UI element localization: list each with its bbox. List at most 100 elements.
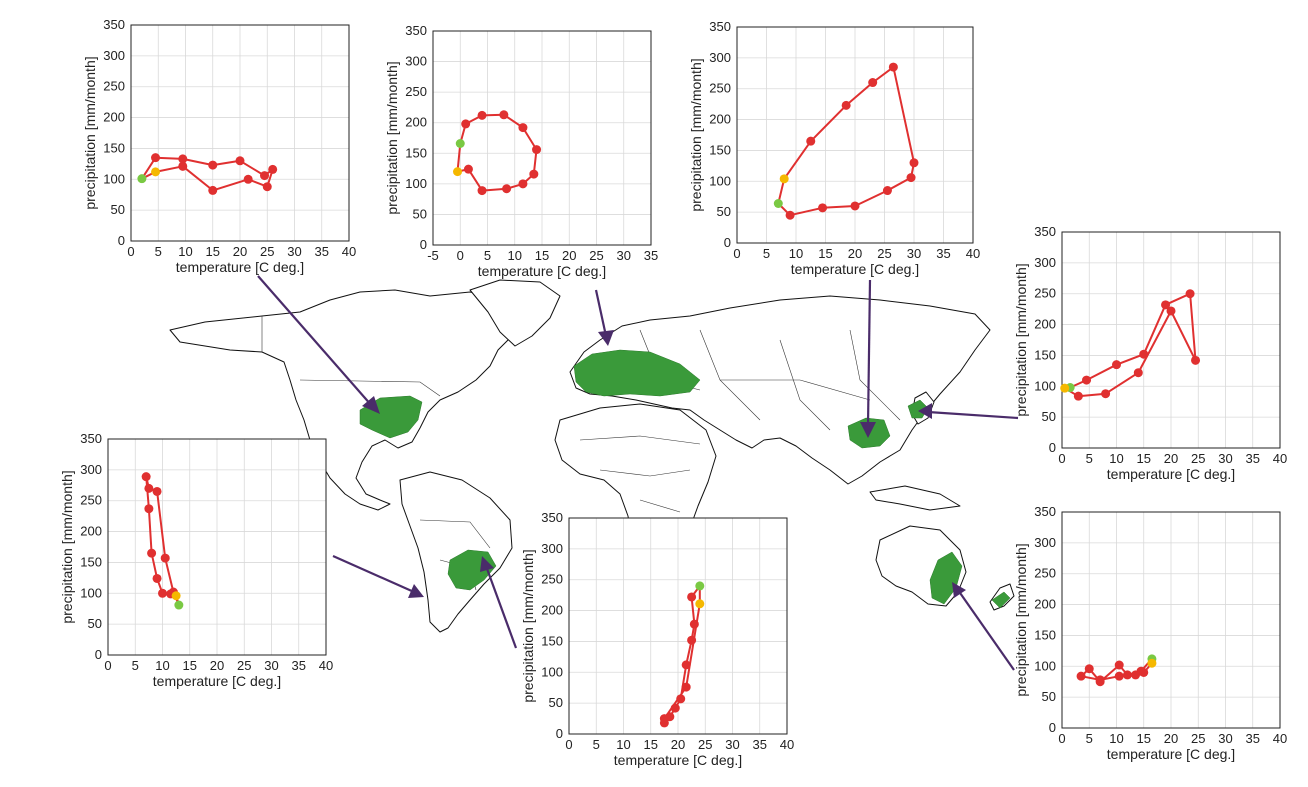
y-tick-label: 150 (709, 142, 731, 157)
data-point (502, 184, 512, 194)
data-point (785, 210, 795, 220)
y-axis-label: precipitation [mm/month] (520, 549, 536, 702)
x-tick-label: 5 (1086, 731, 1093, 746)
x-tick-label: 5 (593, 737, 600, 752)
x-axis-label: temperature [C deg.] (478, 263, 606, 279)
data-point (806, 136, 816, 146)
x-tick-label: 0 (565, 737, 572, 752)
x-tick-label: 35 (1246, 451, 1260, 466)
y-tick-label: 100 (103, 171, 125, 186)
x-tick-label: 10 (1109, 451, 1123, 466)
x-tick-label: 25 (237, 658, 251, 673)
y-tick-label: 0 (1049, 440, 1056, 455)
data-point (178, 154, 188, 164)
region-australia (929, 551, 963, 605)
x-tick-label: 15 (535, 248, 549, 263)
x-tick-label: 5 (484, 248, 491, 263)
arrow-japan (918, 403, 1019, 420)
data-point (670, 703, 680, 713)
y-tick-label: 250 (1034, 286, 1056, 301)
end-point (453, 167, 463, 177)
x-tick-label: 10 (789, 246, 803, 261)
start-point (174, 600, 184, 610)
x-tick-label: 15 (818, 246, 832, 261)
y-tick-label: 200 (541, 603, 563, 618)
data-point (144, 483, 154, 493)
y-tick-label: 300 (709, 50, 731, 65)
data-point (676, 694, 686, 704)
x-tick-label: 10 (155, 658, 169, 673)
end-point (151, 167, 161, 177)
x-axis-label: temperature [C deg.] (791, 261, 919, 277)
x-tick-label: 0 (733, 246, 740, 261)
arrow-east-china (860, 279, 876, 438)
y-tick-label: 150 (1034, 627, 1056, 642)
data-point (518, 123, 528, 133)
x-tick-label: 15 (206, 244, 220, 259)
x-tick-label: 35 (936, 246, 950, 261)
y-tick-label: 100 (1034, 658, 1056, 673)
x-axis-label: temperature [C deg.] (1107, 466, 1235, 482)
x-tick-label: 5 (763, 246, 770, 261)
data-point (1139, 667, 1149, 677)
x-tick-label: 40 (966, 246, 980, 261)
data-point (144, 504, 154, 514)
data-point (1191, 355, 1201, 365)
arrow-south-america-2 (480, 556, 518, 649)
x-tick-label: 10 (178, 244, 192, 259)
y-tick-label: 350 (1034, 224, 1056, 239)
y-tick-label: 300 (1034, 255, 1056, 270)
data-point (141, 472, 151, 482)
data-point (1112, 360, 1121, 370)
x-tick-label: 30 (907, 246, 921, 261)
x-tick-label: 40 (319, 658, 333, 673)
y-tick-label: 200 (103, 110, 125, 125)
data-point (268, 164, 278, 174)
data-point (235, 156, 245, 166)
x-tick-label: 30 (264, 658, 278, 673)
x-tick-label: 35 (753, 737, 767, 752)
arrow-north-america (257, 275, 380, 414)
y-tick-label: 100 (541, 664, 563, 679)
data-point (1166, 306, 1176, 316)
y-tick-label: 350 (709, 19, 731, 34)
chart-north-america: 0 5 10 15 20 25 30 35 40 0 50 100 150 200 250 300 350 tem… (82, 17, 356, 275)
axes-frame (1061, 511, 1281, 729)
x-tick-label: 20 (671, 737, 685, 752)
data-point (1122, 670, 1132, 680)
data-point (659, 714, 669, 724)
data-point (681, 660, 691, 670)
x-tick-label: 20 (1164, 731, 1178, 746)
y-tick-label: 350 (541, 510, 563, 525)
y-tick-label: 0 (556, 726, 563, 741)
start-point (695, 581, 705, 591)
start-point (137, 174, 147, 184)
y-tick-label: 100 (80, 585, 102, 600)
y-tick-label: 350 (1034, 504, 1056, 519)
region-europe (573, 349, 701, 397)
y-tick-label: 350 (103, 17, 125, 32)
x-tick-label: 0 (127, 244, 134, 259)
y-tick-label: 300 (541, 541, 563, 556)
indonesia-land (869, 485, 961, 511)
y-tick-label: 0 (95, 647, 102, 662)
greenland-land (469, 279, 561, 347)
y-axis-label: precipitation [mm/month] (82, 56, 98, 209)
x-tick-label: 25 (260, 244, 274, 259)
data-point (681, 682, 691, 692)
y-tick-label: 200 (80, 524, 102, 539)
y-tick-label: 300 (405, 54, 427, 69)
x-tick-label: 15 (644, 737, 658, 752)
y-tick-label: 250 (1034, 566, 1056, 581)
axes-frame (736, 26, 974, 244)
y-tick-label: 200 (1034, 597, 1056, 612)
data-point (1133, 368, 1143, 378)
x-tick-label: 5 (1086, 451, 1093, 466)
end-point (171, 591, 181, 601)
x-axis-label: temperature [C deg.] (176, 259, 304, 275)
y-tick-label: 100 (1034, 378, 1056, 393)
us-canada-border (299, 379, 441, 397)
data-point (1076, 671, 1086, 681)
y-tick-label: 50 (413, 206, 427, 221)
data-point (687, 592, 697, 602)
